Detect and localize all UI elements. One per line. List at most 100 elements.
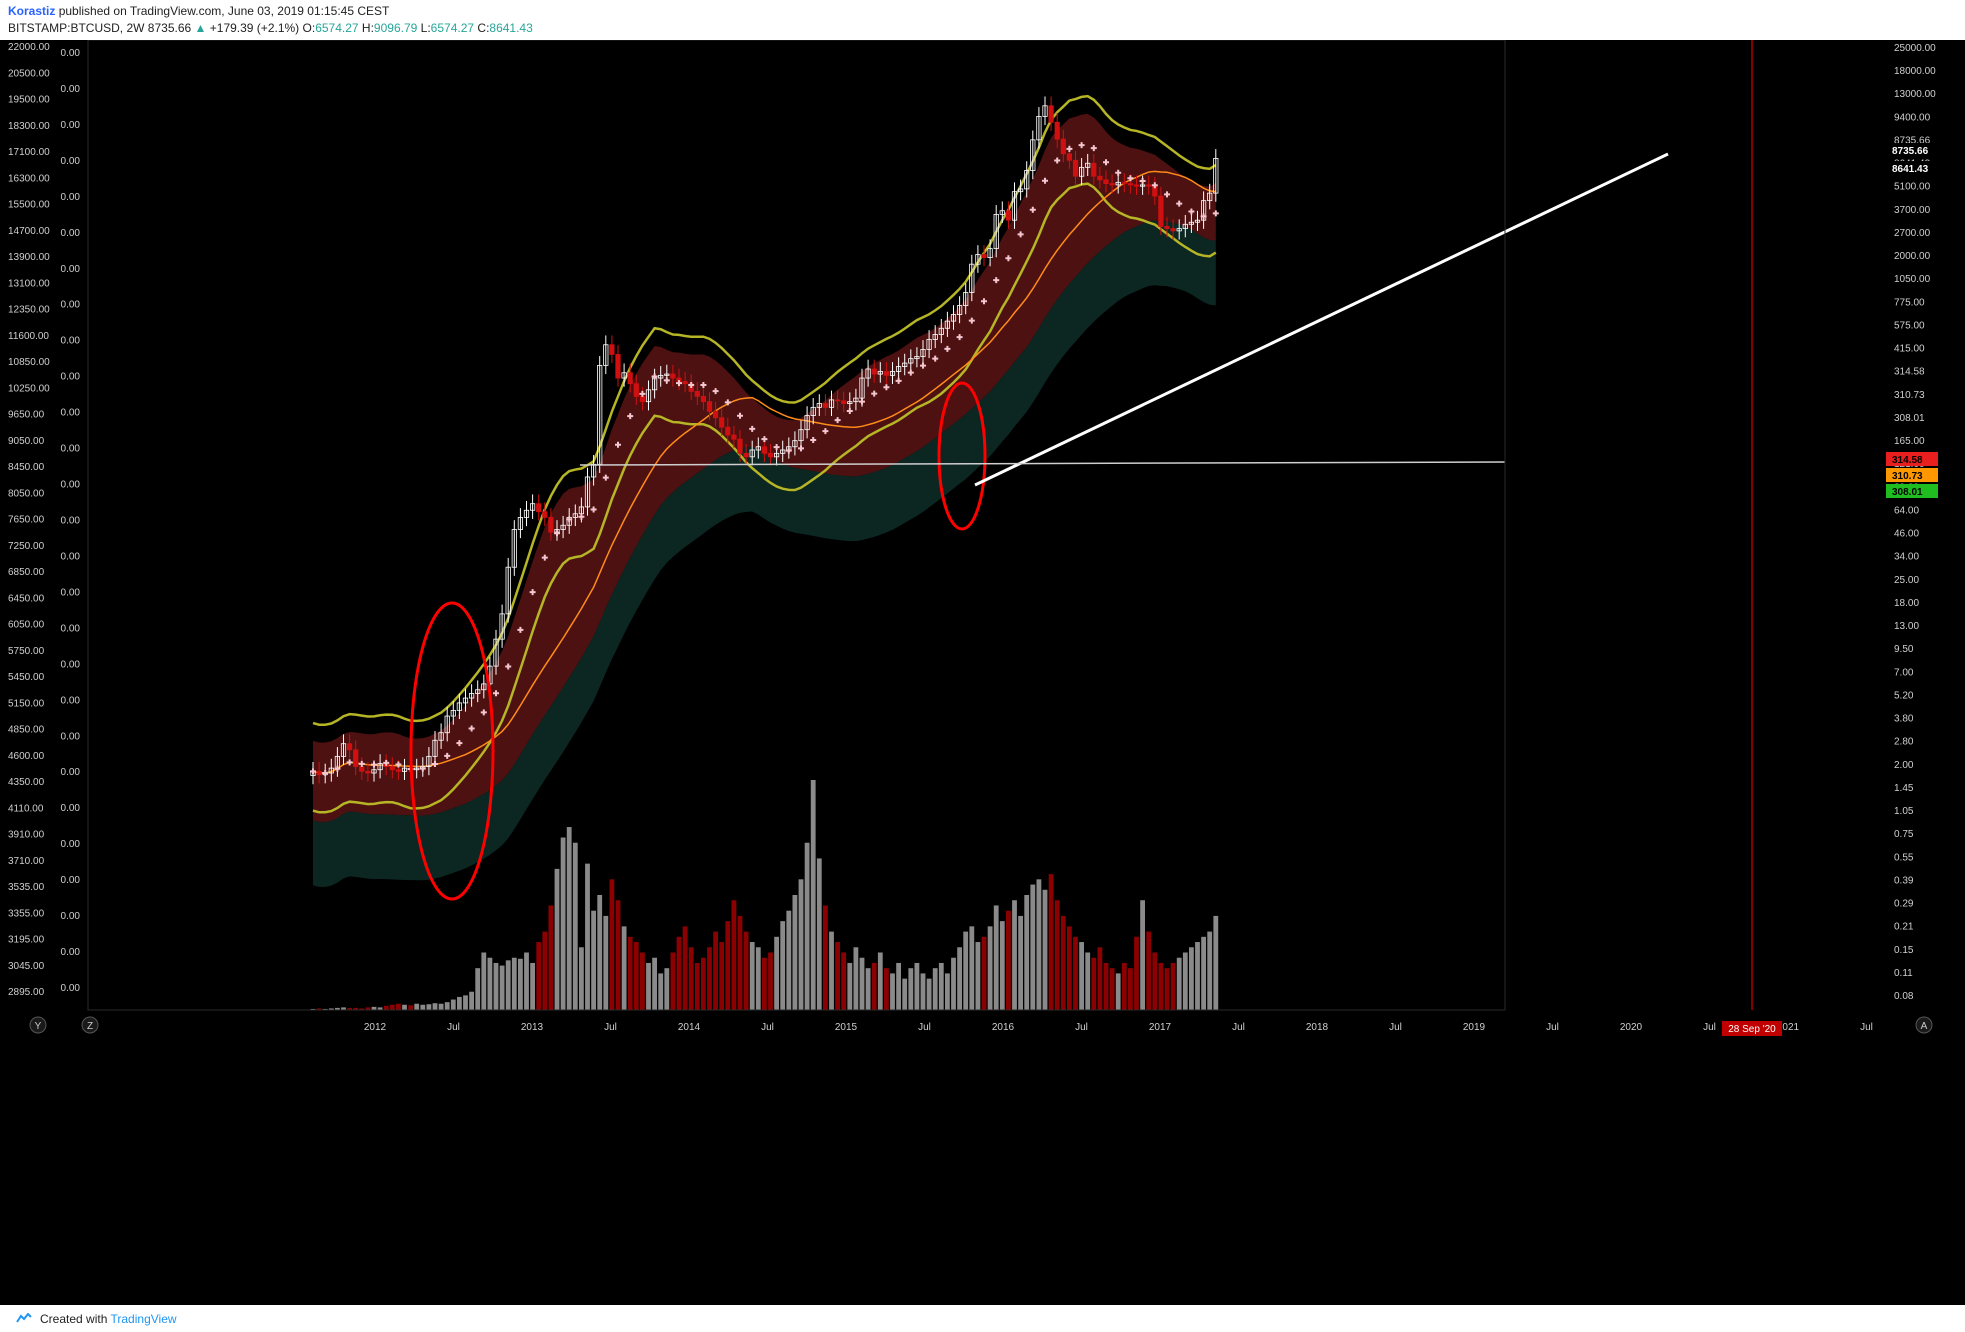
annotation-ellipse-2015 [937, 381, 987, 531]
volume-bar [810, 780, 816, 1010]
x-axis-tick-label: Jul [604, 1022, 617, 1033]
tradingview-brand[interactable]: TradingView [110, 1312, 177, 1326]
candle-body [377, 763, 383, 771]
volume-bar [1103, 962, 1109, 1010]
candle-body [774, 452, 780, 458]
left-axis-label: 2895.00 [8, 987, 45, 998]
volume-bar [536, 942, 542, 1010]
left-axis-label: 8450.00 [8, 462, 45, 473]
candle-body [1207, 192, 1213, 202]
left-axis-label: 4110.00 [8, 803, 44, 814]
ma-cross-marker [322, 770, 329, 777]
teal-cloud [313, 220, 1216, 887]
volume-bar [670, 952, 676, 1010]
volume-bar [341, 1007, 346, 1010]
candle-body [603, 344, 609, 366]
ma-cross-marker [1103, 159, 1109, 166]
ma-cross-marker [517, 626, 524, 633]
volume-bar [1060, 915, 1066, 1010]
ma-cross-marker [371, 761, 377, 768]
low-value: 6574.27 [430, 21, 475, 35]
price-tag-label: 314.58 [1892, 455, 1923, 466]
volume-layer [310, 780, 1219, 1010]
price-chart[interactable]: 22000.00 20500.00 19500.00 18300.00 17100.00… [0, 40, 1965, 1305]
candle-body [780, 449, 786, 454]
inner-axis-label: 0.00 [61, 300, 81, 311]
candle-body [572, 513, 578, 518]
volume-bar [1091, 957, 1097, 1010]
symbol-line: BITSTAMP:BTCUSD, 2W 8735.66 ▲ +179.39 (+… [8, 21, 533, 35]
volume-bar [518, 958, 523, 1010]
candle-body [1018, 188, 1024, 193]
ma-cross-marker [944, 345, 951, 352]
volume-bar [505, 960, 511, 1010]
volume-bar [725, 921, 731, 1010]
candle-body [609, 344, 615, 355]
right-axis-label: 9400.00 [1894, 112, 1931, 123]
high-value: 9096.79 [373, 21, 418, 35]
candle-body [346, 743, 353, 751]
ma-cross-marker [1164, 191, 1170, 198]
left-axis-label: 3910.00 [8, 830, 45, 841]
candle-body [639, 395, 646, 403]
volume-bar [701, 957, 706, 1010]
left-axis-label: 8050.00 [8, 488, 45, 499]
left-axis-label: 15500.00 [8, 200, 50, 211]
trendline [974, 152, 1669, 487]
volume-bar [432, 1003, 438, 1010]
volume-bar [975, 942, 981, 1010]
scale-button-label: Z [87, 1021, 93, 1032]
candle-body [1182, 223, 1188, 230]
ma-cross-marker [724, 399, 731, 406]
volume-bar [945, 973, 950, 1010]
inner-axis-label: 0.00 [61, 695, 81, 706]
candle-body [1146, 184, 1152, 187]
ema-orange [312, 170, 1216, 774]
ma-cross-marker [444, 752, 451, 759]
volume-bar [884, 968, 889, 1010]
price-tag-label: 308.01 [1892, 487, 1923, 498]
ma-cross-marker [761, 436, 768, 443]
ma-cross-marker [798, 445, 804, 452]
volume-bar [914, 962, 920, 1010]
ma-cross-marker [480, 709, 487, 716]
ma-cross-marker [822, 428, 829, 435]
candle-body [792, 440, 798, 448]
volume-bar [579, 947, 584, 1010]
candle-body [853, 397, 859, 403]
inner-axis-label: 0.00 [61, 767, 81, 778]
candle-body [816, 403, 822, 408]
volume-bar [487, 957, 493, 1010]
volume-bar [310, 1008, 316, 1010]
left-axis-label: 7250.00 [8, 541, 45, 552]
candle-body [725, 426, 731, 436]
candle-body [749, 449, 755, 458]
inner-axis-label: 0.00 [61, 623, 81, 634]
left-axis-label: 5450.00 [8, 672, 45, 683]
volume-bar [1048, 874, 1054, 1010]
ma-cross-marker [590, 506, 597, 513]
volume-bar [963, 931, 969, 1010]
volume-bar [804, 842, 810, 1010]
volume-bar [676, 936, 682, 1010]
ma-cross-marker [1200, 213, 1207, 220]
bands-layer [312, 94, 1217, 814]
candle-body [798, 429, 804, 442]
ma-cross-marker [1212, 210, 1219, 217]
volume-bar [402, 1004, 407, 1010]
candle-body [1176, 228, 1182, 232]
candle-body [505, 566, 511, 615]
price-tag-label: 8641.43 [1892, 164, 1929, 175]
volume-bar [762, 957, 767, 1010]
volume-bar [450, 999, 456, 1010]
author-name[interactable]: Korastiz [8, 4, 56, 18]
candle-body [633, 383, 639, 397]
cloud-layer [313, 113, 1216, 887]
ma-cross-marker [615, 441, 621, 448]
left-axis-label: 22000.00 [8, 42, 50, 53]
ma-cross-marker [578, 513, 585, 520]
left-axis-label: 5150.00 [8, 698, 45, 709]
ma-cross-marker [871, 390, 878, 397]
x-axis-tick-label: 2019 [1463, 1022, 1486, 1033]
volume-bar [499, 965, 505, 1010]
